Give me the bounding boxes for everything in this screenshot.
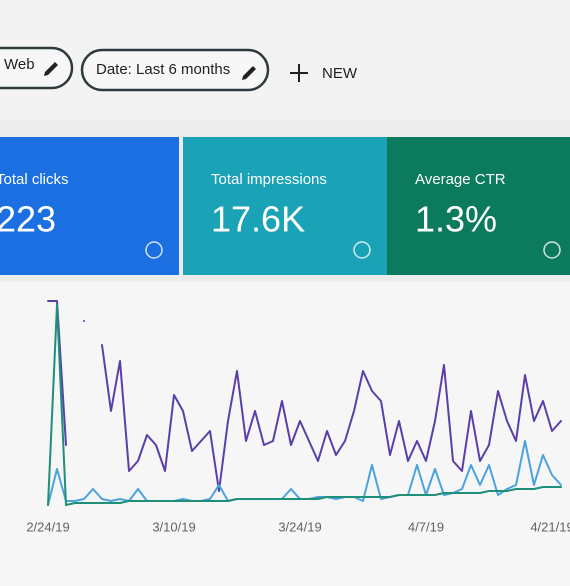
new-button[interactable]: NEW	[322, 65, 358, 82]
metric-value: 223	[0, 199, 56, 240]
plus-icon	[290, 64, 308, 82]
metric-value: 17.6K	[211, 199, 305, 240]
series-line	[47, 304, 562, 506]
metric-label: Average CTR	[415, 171, 506, 188]
metric-card[interactable]	[183, 137, 387, 275]
edit-icon	[44, 62, 58, 76]
series-line	[47, 300, 562, 492]
x-tick-label: 3/10/19	[152, 519, 195, 534]
x-tick-label: 2/24/19	[26, 519, 69, 534]
help-icon	[543, 241, 561, 259]
chip[interactable]	[80, 48, 270, 92]
metric-card[interactable]	[0, 137, 179, 275]
metric-label: Total impressions	[211, 171, 327, 188]
chip[interactable]	[0, 46, 74, 90]
chart: 2/24/19 3/10/19 3/24/19 4/7/19 4/21/19	[26, 300, 570, 534]
chip-label: Web	[4, 56, 35, 73]
chart-area	[0, 282, 570, 586]
help-icon	[145, 241, 163, 259]
metric-card[interactable]	[387, 137, 570, 275]
metric-cards: Total clicks 223 Total impressions 17.6K Ave…	[0, 137, 570, 275]
chip-label: Date: Last 6 months	[96, 61, 230, 78]
metric-label: Total clicks	[0, 171, 69, 188]
x-tick-label: 3/24/19	[278, 519, 321, 534]
x-tick-label: 4/7/19	[408, 519, 444, 534]
x-tick-label: 4/21/19	[530, 519, 570, 534]
edit-icon	[242, 66, 256, 80]
help-icon	[353, 241, 371, 259]
metric-value: 1.3%	[415, 199, 497, 240]
